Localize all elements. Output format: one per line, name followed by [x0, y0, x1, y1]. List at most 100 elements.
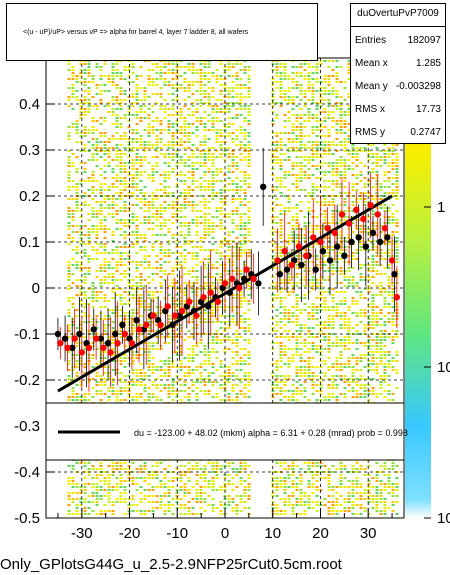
- heatmap-cell: [147, 399, 151, 401]
- heatmap-cell: [275, 336, 279, 338]
- heatmap-cell: [183, 180, 187, 182]
- heatmap-cell: [279, 84, 283, 86]
- heatmap-cell: [131, 204, 135, 206]
- heatmap-cell: [67, 495, 71, 497]
- heatmap-cell: [287, 171, 291, 173]
- heatmap-cell: [207, 276, 211, 278]
- heatmap-cell: [79, 240, 83, 242]
- heatmap-cell: [127, 174, 131, 176]
- heatmap-cell: [95, 141, 99, 143]
- heatmap-cell: [175, 396, 179, 398]
- heatmap-cell: [95, 66, 99, 68]
- heatmap-cell: [227, 321, 231, 323]
- heatmap-cell: [183, 198, 187, 200]
- heatmap-cell: [115, 99, 119, 101]
- heatmap-cell: [295, 375, 299, 377]
- heatmap-cell: [147, 369, 151, 371]
- heatmap-cell: [147, 297, 151, 299]
- heatmap-cell: [171, 99, 175, 101]
- heatmap-cell: [195, 381, 199, 383]
- heatmap-cell: [107, 213, 111, 215]
- heatmap-cell: [143, 186, 147, 188]
- heatmap-cell: [171, 138, 175, 140]
- heatmap-cell: [295, 372, 299, 374]
- heatmap-cell: [155, 147, 159, 149]
- heatmap-cell: [155, 387, 159, 389]
- heatmap-cell: [75, 507, 79, 509]
- heatmap-cell: [139, 393, 143, 395]
- heatmap-cell: [127, 300, 131, 302]
- heatmap-cell: [143, 465, 147, 467]
- heatmap-cell: [315, 177, 319, 179]
- heatmap-cell: [107, 264, 111, 266]
- heatmap-cell: [139, 99, 143, 101]
- heatmap-cell: [227, 279, 231, 281]
- heatmap-cell: [211, 309, 215, 311]
- heatmap-cell: [163, 108, 167, 110]
- heatmap-cell: [235, 237, 239, 239]
- heatmap-cell: [227, 504, 231, 506]
- heatmap-cell: [219, 213, 223, 215]
- heatmap-cell: [247, 234, 251, 236]
- heatmap-cell: [239, 78, 243, 80]
- heatmap-cell: [107, 105, 111, 107]
- heatmap-cell: [307, 336, 311, 338]
- heatmap-cell: [299, 135, 303, 137]
- heatmap-cell: [231, 90, 235, 92]
- heatmap-cell: [135, 171, 139, 173]
- heatmap-cell: [303, 303, 307, 305]
- heatmap-cell: [235, 393, 239, 395]
- heatmap-cell: [195, 108, 199, 110]
- heatmap-cell: [191, 144, 195, 146]
- heatmap-cell: [199, 60, 203, 62]
- heatmap-cell: [227, 258, 231, 260]
- heatmap-cell: [139, 87, 143, 89]
- heatmap-cell: [287, 141, 291, 143]
- heatmap-cell: [279, 306, 283, 308]
- heatmap-cell: [291, 219, 295, 221]
- heatmap-cell: [235, 168, 239, 170]
- heatmap-cell: [235, 108, 239, 110]
- heatmap-cell: [127, 312, 131, 314]
- heatmap-cell: [67, 264, 71, 266]
- heatmap-cell: [299, 357, 303, 359]
- heatmap-cell: [295, 186, 299, 188]
- heatmap-cell: [75, 354, 79, 356]
- heatmap-cell: [139, 378, 143, 380]
- heatmap-cell: [123, 222, 127, 224]
- heatmap-cell: [79, 60, 83, 62]
- heatmap-cell: [123, 462, 127, 464]
- heatmap-cell: [207, 66, 211, 68]
- heatmap-cell: [131, 378, 135, 380]
- heatmap-cell: [191, 348, 195, 350]
- heatmap-cell: [111, 108, 115, 110]
- heatmap-cell: [115, 117, 119, 119]
- heatmap-cell: [279, 165, 283, 167]
- heatmap-cell: [67, 69, 71, 71]
- heatmap-cell: [239, 501, 243, 503]
- heatmap-cell: [283, 468, 287, 470]
- heatmap-cell: [211, 162, 215, 164]
- heatmap-cell: [159, 69, 163, 71]
- heatmap-cell: [279, 513, 283, 515]
- heatmap-cell: [103, 393, 107, 395]
- heatmap-cell: [71, 93, 75, 95]
- heatmap-cell: [71, 231, 75, 233]
- heatmap-cell: [211, 159, 215, 161]
- heatmap-cell: [111, 489, 115, 491]
- heatmap-cell: [187, 171, 191, 173]
- heatmap-cell: [315, 318, 319, 320]
- heatmap-cell: [307, 66, 311, 68]
- heatmap-cell: [143, 498, 147, 500]
- heatmap-cell: [279, 144, 283, 146]
- heatmap-cell: [243, 363, 247, 365]
- heatmap-cell: [319, 120, 323, 122]
- heatmap-cell: [115, 396, 119, 398]
- heatmap-cell: [319, 489, 323, 491]
- heatmap-cell: [71, 210, 75, 212]
- heatmap-cell: [171, 156, 175, 158]
- heatmap-cell: [315, 297, 319, 299]
- heatmap-cell: [111, 252, 115, 254]
- heatmap-cell: [319, 144, 323, 146]
- heatmap-cell: [291, 228, 295, 230]
